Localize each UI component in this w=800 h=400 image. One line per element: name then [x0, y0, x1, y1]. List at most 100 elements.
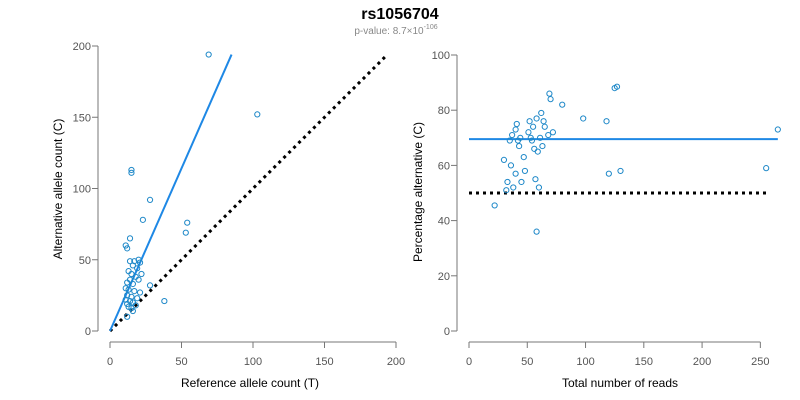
data-point: [138, 270, 145, 278]
data-point: [521, 167, 529, 175]
data-point: [131, 258, 138, 265]
data-point: [513, 120, 520, 128]
x-tick-label: 200: [387, 356, 405, 368]
data-point: [135, 276, 142, 283]
data-point: [541, 123, 548, 130]
data-point: [613, 83, 621, 90]
data-point: [532, 176, 539, 183]
data-point: [510, 184, 517, 191]
data-point: [763, 165, 770, 172]
right-scatter-panel: 0 20 40 60 80 100 0 50 100 150 200 250 Total number …: [411, 50, 781, 390]
y-tick-label: 60: [438, 160, 450, 172]
x-tick-label: 100: [576, 356, 594, 368]
x-tick-label: 50: [175, 356, 187, 368]
data-point: [507, 162, 515, 169]
data-point: [506, 137, 513, 144]
data-point: [546, 90, 553, 97]
data-point: [491, 202, 498, 209]
data-point: [184, 219, 191, 226]
data-point: [774, 126, 781, 133]
x-tick-label: 250: [751, 356, 769, 368]
data-point: [126, 258, 134, 265]
data-point: [124, 279, 131, 286]
data-point: [128, 169, 135, 176]
data-point: [128, 293, 135, 300]
y-tick-label: 0: [444, 326, 450, 338]
pvalue-annotation: p-value: 8.7×10-106: [354, 24, 437, 37]
data-point: [129, 307, 136, 315]
y-axis-label: Percentage alternative (C): [411, 122, 425, 262]
data-point: [533, 115, 540, 122]
data-point: [516, 142, 523, 150]
data-point: [161, 297, 168, 305]
data-point: [549, 129, 557, 136]
data-point: [122, 296, 129, 303]
left-scatter-panel: 0 50 100 150 200 0 50 100 150 200 Reference allele…: [51, 41, 405, 390]
data-point: [525, 129, 532, 136]
data-point: [509, 131, 516, 139]
data-point: [580, 115, 587, 122]
x-axis-label: Reference allele count (T): [181, 376, 319, 390]
data-point: [504, 178, 511, 186]
y-tick-label: 150: [73, 112, 91, 124]
data-point: [528, 137, 536, 144]
data-point: [124, 292, 131, 299]
data-point: [128, 166, 135, 174]
y-axis-label: Alternative allele count (C): [51, 119, 65, 260]
x-axis-label: Total number of reads: [562, 376, 678, 390]
data-point: [128, 270, 135, 278]
x-tick-label: 100: [244, 356, 262, 368]
y-tick-label: 200: [73, 41, 91, 53]
data-point: [182, 229, 189, 236]
data-point: [205, 51, 212, 58]
x-tick-label: 150: [635, 356, 653, 368]
data-point: [131, 288, 138, 295]
data-point: [500, 156, 508, 163]
data-point: [254, 111, 261, 118]
data-point: [129, 280, 136, 288]
data-point: [136, 259, 144, 266]
data-point: [134, 265, 141, 272]
data-point: [124, 313, 131, 320]
data-point: [512, 126, 519, 133]
data-point: [617, 167, 624, 175]
data-point: [124, 245, 131, 252]
data-point: [520, 154, 527, 161]
data-point: [527, 134, 534, 141]
data-point: [540, 118, 547, 125]
x-tick-label: 0: [107, 356, 113, 368]
plot-title: rs1056704: [361, 6, 439, 23]
data-point: [538, 109, 545, 117]
data-point: [146, 282, 154, 289]
data-point: [503, 187, 510, 194]
data-point: [605, 170, 612, 177]
data-point: [531, 145, 538, 152]
x-tick-label: 200: [693, 356, 711, 368]
y-tick-label: 40: [438, 216, 450, 228]
data-point: [139, 216, 146, 223]
data-point: [512, 170, 519, 177]
x-tick-label: 0: [466, 356, 472, 368]
data-point: [529, 123, 537, 130]
pvalue-text: p-value: 8.7×10: [354, 26, 424, 37]
data-point: [539, 142, 546, 150]
y-tick-label: 80: [438, 105, 450, 117]
data-point: [533, 228, 540, 235]
y-tick-label: 100: [432, 50, 450, 62]
y-tick-label: 50: [79, 255, 91, 267]
y-tick-label: 100: [73, 184, 91, 196]
data-point: [534, 148, 541, 155]
data-point: [603, 118, 610, 125]
x-tick-label: 150: [315, 356, 333, 368]
data-point: [517, 134, 524, 141]
data-point: [535, 184, 543, 191]
data-point: [132, 302, 139, 309]
y-tick-label: 20: [438, 271, 450, 283]
data-point: [129, 262, 136, 269]
data-point: [125, 286, 132, 293]
data-point: [518, 178, 525, 186]
data-point: [146, 196, 154, 203]
data-point: [526, 118, 533, 125]
data-point: [536, 134, 544, 141]
